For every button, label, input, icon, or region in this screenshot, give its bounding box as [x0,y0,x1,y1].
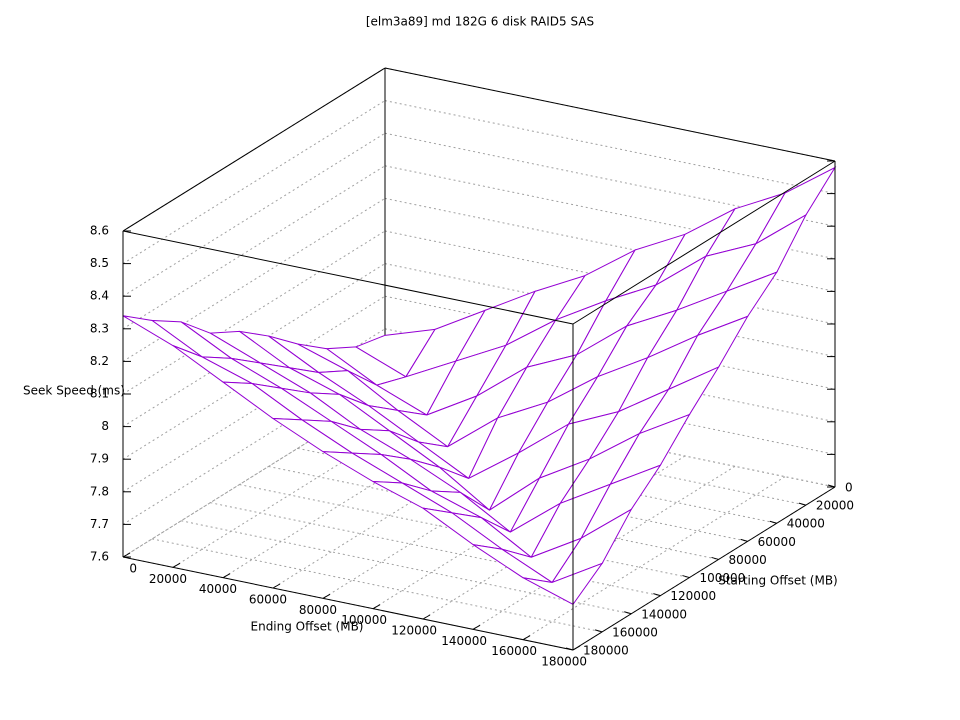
y-tick-label: 20000 [816,499,854,513]
x-tick-label: 20000 [149,572,187,586]
z-grid-line [122,328,386,493]
surface [122,166,837,606]
x-axis-label: Ending Offset (MB) [251,620,364,634]
box-edge [122,556,574,651]
z-grid-line [384,230,836,325]
x-tick [272,583,281,589]
y-tick [624,611,632,615]
z-grid-line [384,132,836,227]
y-tick [798,502,807,506]
box-edge [122,230,574,325]
z-grid-line [122,230,386,395]
y-grid-line [268,465,719,560]
x-tick [372,604,381,610]
y-grid-line [152,538,603,633]
x-tick-label: 100000 [341,613,387,627]
z-grid-line [122,100,386,265]
y-grid-line [210,502,661,597]
x-grid-line [472,465,736,630]
z-grid-line [384,165,836,260]
z-grid-line [384,197,836,292]
y-tick-label: 120000 [670,589,716,603]
x-tick [222,573,231,579]
y-tick-label: 40000 [787,517,825,531]
x-tick [172,562,181,568]
z-grid-line [122,295,386,460]
x-tick-label: 80000 [299,603,337,617]
x-tick [572,645,581,651]
z-tick-label: 8.2 [90,354,109,368]
z-grid-line [122,263,386,428]
box-edge [572,486,836,651]
z-tick-label: 7.9 [90,452,109,466]
y-tick-label: 80000 [729,553,767,567]
x-tick-label: 140000 [441,634,487,648]
z-grid-line [122,393,386,558]
box-edge [384,67,836,162]
z-grid-line [384,295,836,390]
x-tick [422,614,431,620]
z-tick-label: 7.8 [90,484,109,498]
z-grid-line [122,360,386,525]
x-tick [472,624,481,630]
y-grid-line [239,484,690,579]
y-axis-label: Starting Offset (MB) [718,574,838,588]
x-tick-label: 160000 [491,644,537,658]
x-tick-label: 120000 [391,624,437,638]
y-tick-label: 140000 [641,607,687,621]
y-tick-label: 0 [845,481,853,495]
box-edge [572,160,836,325]
z-tick-label: 8.4 [90,289,109,303]
z-tick-label: 8.6 [90,224,109,238]
y-tick [565,647,574,651]
chart-title: [elm3a89] md 182G 6 disk RAID5 SAS [366,15,594,29]
x-tick-label: 180000 [541,655,587,669]
y-tick-label: 160000 [612,625,658,639]
x-tick-label: 60000 [249,593,287,607]
z-tick-label: 7.7 [90,517,109,531]
z-tick-label: 8 [101,419,109,433]
y-tick-label: 100000 [699,571,745,585]
ticks: 7.6 7.7 7.8 7.9 8 8.1 8.2 8.3 8.4 8.5 8.6 0 20000 400… [90,160,854,669]
z-tick-label: 8.1 [90,387,109,401]
y-tick [740,538,748,542]
z-tick-label: 8.5 [90,256,109,270]
y-tick [827,484,836,488]
x-grid-line [522,476,786,641]
z-tick-label: 8.3 [90,321,109,335]
y-tick [682,575,690,579]
x-tick [522,635,531,641]
y-tick-label: 180000 [583,644,629,658]
box-edge [122,67,386,232]
z-grid-line [384,100,836,195]
z-tick-label: 7.6 [90,550,109,564]
x-tick-label: 0 [129,562,137,576]
y-tick [711,556,719,560]
x-tick [322,593,331,599]
z-axis-label: Seek Speed (ms) [23,384,125,398]
x-tick-label: 40000 [199,582,237,596]
y-tick [653,593,661,597]
z-grid-line [384,263,836,358]
z-grid-line [122,165,386,330]
y-tick-label: 60000 [758,535,796,549]
z-grid-line [122,132,386,297]
y-tick [594,629,603,633]
y-grid-line [181,520,632,615]
y-tick [769,520,777,524]
x-tick [122,552,131,558]
